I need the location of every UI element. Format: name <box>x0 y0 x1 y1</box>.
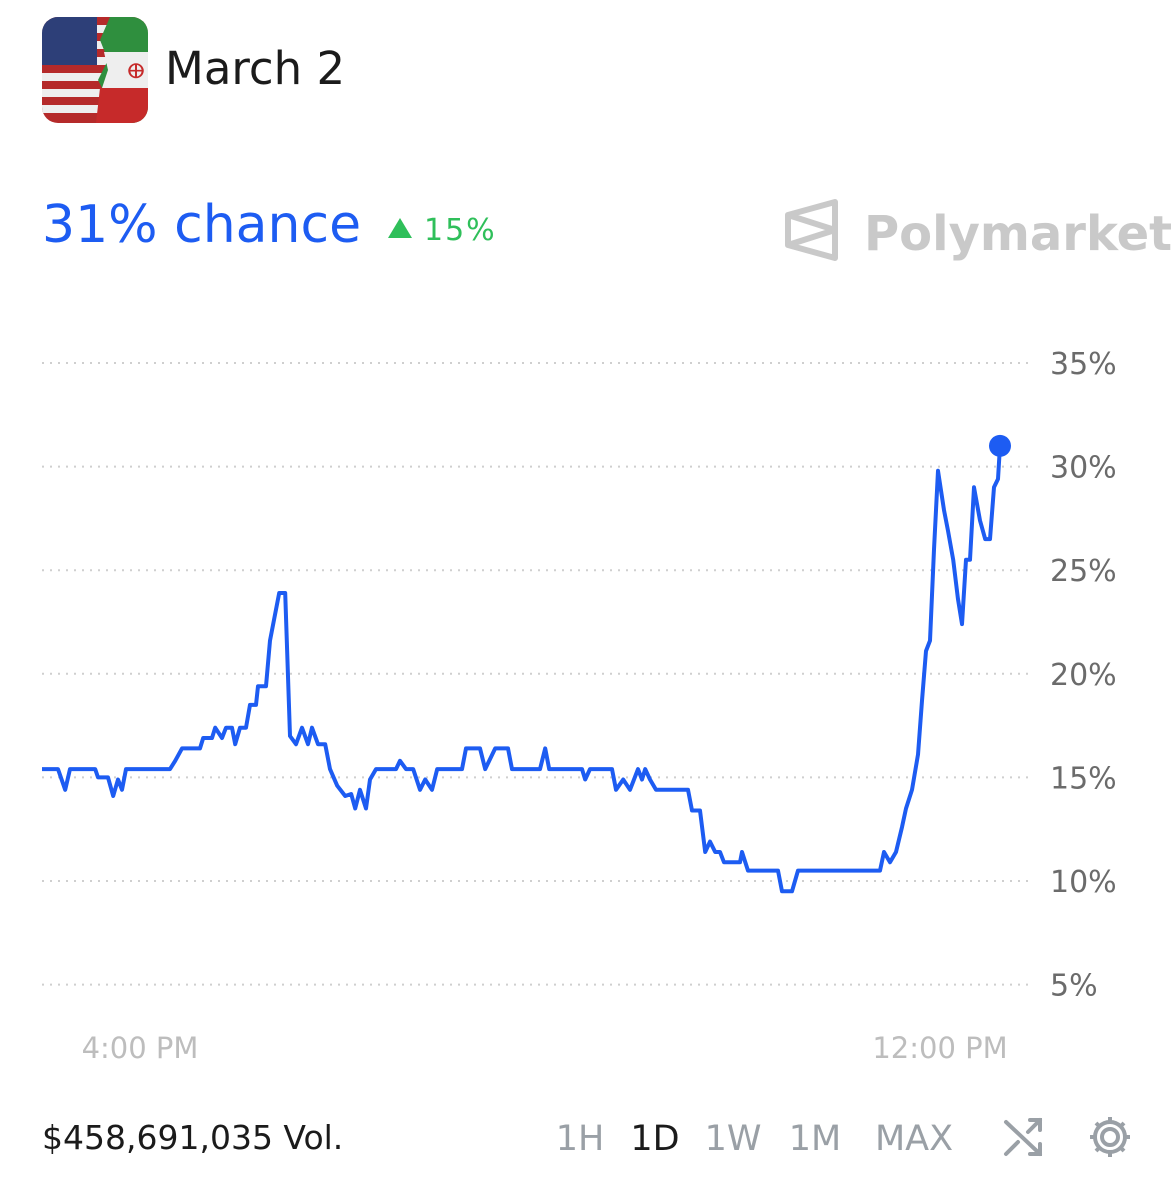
brand-name: Polymarket <box>864 206 1172 262</box>
current-point <box>989 434 1011 457</box>
change: 15% <box>424 213 497 248</box>
price-line <box>42 445 1002 894</box>
range-button[interactable]: 1W <box>705 1119 762 1159</box>
y-tick-label: 25% <box>1050 554 1117 589</box>
x-tick-label: 4:00 PM <box>82 1031 199 1065</box>
y-tick-label: 20% <box>1050 658 1117 693</box>
range-button[interactable]: MAX <box>875 1119 953 1159</box>
emblem: ⴲ <box>127 59 145 83</box>
y-tick-label: 10% <box>1050 865 1117 900</box>
range-button[interactable]: 1H <box>556 1119 605 1159</box>
chance: 31% chance <box>42 195 361 255</box>
market-icon: ⴲ <box>42 17 148 123</box>
settings-icon[interactable] <box>1090 1117 1130 1157</box>
y-tick-label: 15% <box>1050 761 1117 796</box>
brand-logo <box>785 199 838 261</box>
range-button[interactable]: 1M <box>789 1119 841 1159</box>
shuffle-icon[interactable] <box>1004 1118 1042 1156</box>
y-tick-label: 5% <box>1050 969 1098 1004</box>
y-tick-label: 35% <box>1050 347 1117 382</box>
y-tick-label: 30% <box>1050 451 1117 486</box>
x-tick-label: 12:00 PM <box>872 1031 1007 1065</box>
range-button[interactable]: 1D <box>630 1119 679 1159</box>
volume: $458,691,035 Vol. <box>42 1118 343 1157</box>
up-arrow <box>388 218 412 238</box>
market-title: March 2 <box>165 42 345 95</box>
